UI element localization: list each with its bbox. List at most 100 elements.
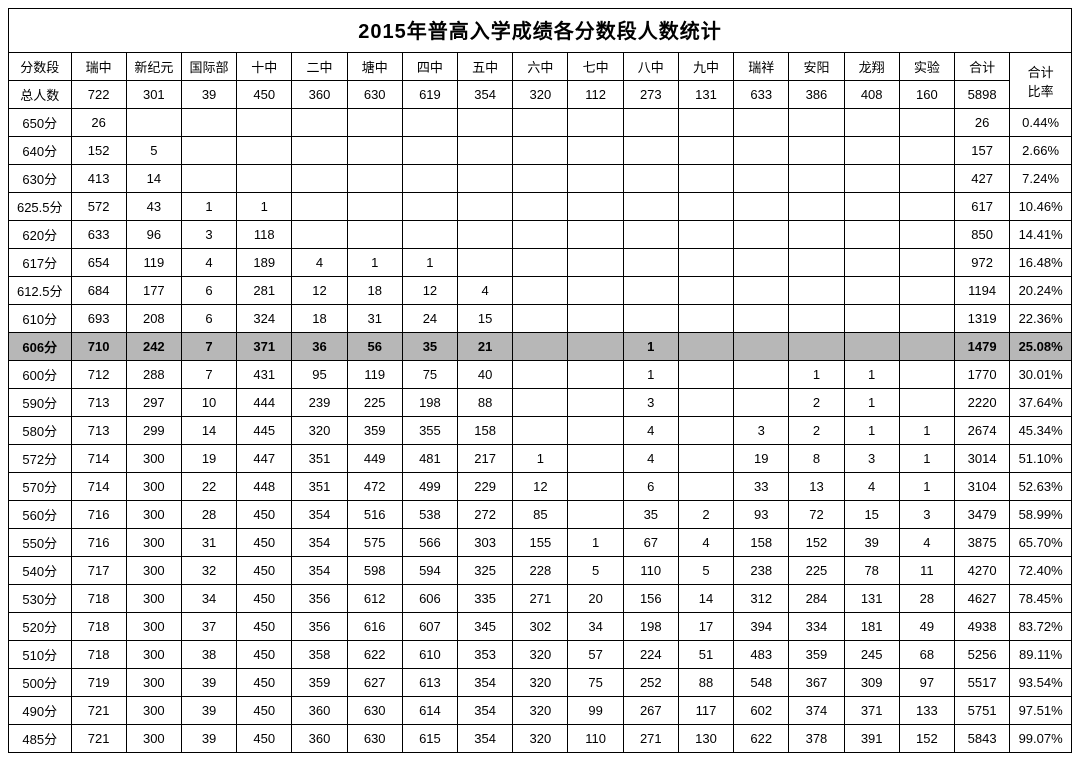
cell [734,249,789,277]
cell: 354 [458,669,513,697]
rate-cell: 14.41% [1010,221,1072,249]
row-label: 617分 [9,249,72,277]
cell: 450 [237,501,292,529]
cell: 152 [899,725,954,753]
cell: 606 [402,585,457,613]
row-label: 612.5分 [9,277,72,305]
cell: 4 [678,529,733,557]
cell [402,165,457,193]
col-header: 实验 [899,53,954,81]
cell: 17 [678,613,733,641]
score-distribution-table: 2015年普高入学成绩各分数段人数统计分数段瑞中新纪元国际部十中二中塘中四中五中… [8,8,1072,753]
cell: 447 [237,445,292,473]
cell: 610 [402,641,457,669]
cell [513,333,568,361]
row-label: 570分 [9,473,72,501]
cell: 300 [126,529,181,557]
cell: 225 [347,389,402,417]
cell: 20 [568,585,623,613]
cell [402,193,457,221]
cell: 371 [844,697,899,725]
cell: 614 [402,697,457,725]
cell: 1 [899,445,954,473]
cell [734,277,789,305]
cell [678,305,733,333]
cell: 630 [347,697,402,725]
cell [899,109,954,137]
cell [789,249,844,277]
cell: 450 [237,585,292,613]
cell: 684 [71,277,126,305]
row-label: 485分 [9,725,72,753]
cell [458,137,513,165]
cell: 345 [458,613,513,641]
cell: 312 [734,585,789,613]
cell [292,137,347,165]
cell: 12 [513,473,568,501]
cell [181,137,236,165]
cell [678,277,733,305]
cell: 594 [402,557,457,585]
cell: 630 [347,81,402,109]
cell: 117 [678,697,733,725]
table-row: 610分693208632418312415131922.36% [9,305,1072,333]
cell [237,109,292,137]
cell: 622 [347,641,402,669]
cell: 320 [513,697,568,725]
cell: 353 [458,641,513,669]
cell: 481 [402,445,457,473]
cell: 56 [347,333,402,361]
cell: 49 [899,613,954,641]
cell: 217 [458,445,513,473]
cell: 354 [458,725,513,753]
cell [402,109,457,137]
cell: 11 [899,557,954,585]
cell: 6 [623,473,678,501]
rate-cell: 78.45% [1010,585,1072,613]
rate-cell: 83.72% [1010,613,1072,641]
cell: 198 [623,613,678,641]
cell: 177 [126,277,181,305]
rate-cell: 99.07% [1010,725,1072,753]
cell: 359 [347,417,402,445]
row-label: 490分 [9,697,72,725]
cell: 4 [623,445,678,473]
cell [899,249,954,277]
row-label: 600分 [9,361,72,389]
cell [844,165,899,193]
cell: 302 [513,613,568,641]
rate-cell: 97.51% [1010,697,1072,725]
cell [568,305,623,333]
cell [734,333,789,361]
cell [844,333,899,361]
rate-cell: 25.08% [1010,333,1072,361]
cell: 267 [623,697,678,725]
cell: 34 [181,585,236,613]
cell: 131 [678,81,733,109]
cell: 198 [402,389,457,417]
cell: 26 [71,109,126,137]
cell: 6 [181,277,236,305]
row-label: 590分 [9,389,72,417]
row-label: 630分 [9,165,72,193]
cell [458,221,513,249]
col-header: 瑞祥 [734,53,789,81]
cell: 630 [347,725,402,753]
cell: 88 [678,669,733,697]
cell [678,165,733,193]
cell [844,109,899,137]
row-label: 606分 [9,333,72,361]
cell: 472 [347,473,402,501]
cell: 2 [789,389,844,417]
cell: 714 [71,473,126,501]
cell: 130 [678,725,733,753]
cell: 2 [678,501,733,529]
cell: 4 [458,277,513,305]
cell: 450 [237,557,292,585]
row-label: 610分 [9,305,72,333]
cell: 99 [568,697,623,725]
cell: 4 [899,529,954,557]
cell: 450 [237,669,292,697]
cell [513,389,568,417]
cell: 14 [126,165,181,193]
